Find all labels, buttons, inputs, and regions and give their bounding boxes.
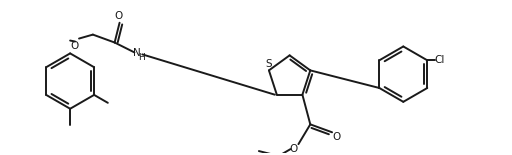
- Text: Cl: Cl: [434, 55, 444, 65]
- Text: O: O: [333, 132, 341, 142]
- Text: O: O: [70, 42, 78, 51]
- Text: S: S: [266, 60, 272, 69]
- Text: N: N: [134, 48, 141, 58]
- Text: O: O: [289, 144, 297, 154]
- Text: O: O: [115, 11, 123, 21]
- Text: H: H: [138, 53, 145, 62]
